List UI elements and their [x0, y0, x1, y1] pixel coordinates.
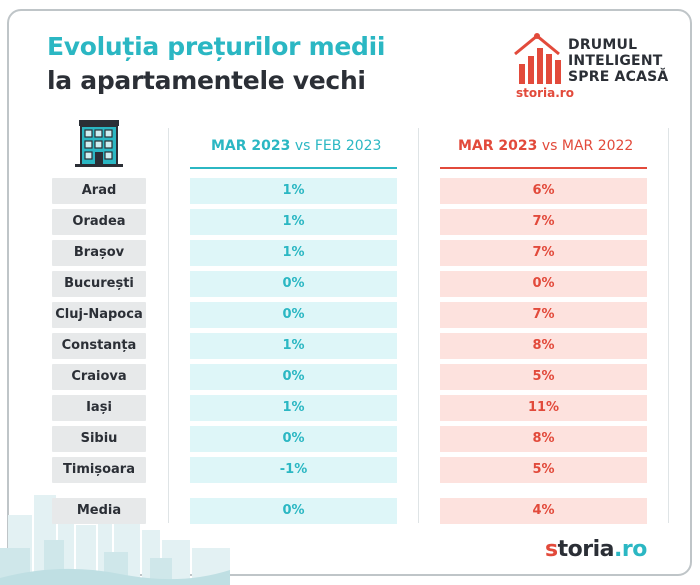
- city-label: București: [52, 271, 146, 297]
- value-mom: 0%: [190, 271, 397, 297]
- media-label: Media: [52, 498, 146, 524]
- table-row: Constanța 1% 8%: [0, 333, 700, 359]
- value-yoy: 5%: [440, 364, 647, 390]
- city-label: Craiova: [52, 364, 146, 390]
- value-mom: 0%: [190, 364, 397, 390]
- city-label: Brașov: [52, 240, 146, 266]
- table-row: Sibiu 0% 8%: [0, 426, 700, 452]
- city-skyline-illustration: [0, 495, 230, 585]
- city-label: Sibiu: [52, 426, 146, 452]
- table-row: Brașov 1% 7%: [0, 240, 700, 266]
- value-yoy: 8%: [440, 426, 647, 452]
- column-rule-mom: [190, 167, 397, 169]
- table-row: Iași 1% 11%: [0, 395, 700, 421]
- logo-tagline: DRUMUL INTELIGENT SPRE ACASĂ: [568, 37, 669, 85]
- column-header-mom: MAR 2023 vs FEB 2023: [211, 138, 382, 154]
- media-value-yoy: 4%: [440, 498, 647, 524]
- city-label: Iași: [52, 395, 146, 421]
- table-row: Oradea 1% 7%: [0, 209, 700, 235]
- table-row: Arad 1% 6%: [0, 178, 700, 204]
- logo-brand-small: storia.ro: [516, 86, 574, 100]
- title-line-1: Evoluția prețurilor medii: [47, 32, 386, 61]
- title-line-2: la apartamentele vechi: [47, 66, 366, 95]
- value-mom: 0%: [190, 426, 397, 452]
- separator-2: [418, 128, 419, 523]
- value-mom: 1%: [190, 395, 397, 421]
- media-row: Media 0% 4%: [0, 498, 700, 524]
- column-header-yoy: MAR 2023 vs MAR 2022: [458, 138, 634, 154]
- value-yoy: 0%: [440, 271, 647, 297]
- value-mom: -1%: [190, 457, 397, 483]
- city-label: Arad: [52, 178, 146, 204]
- table-row: Craiova 0% 5%: [0, 364, 700, 390]
- separator-1: [168, 128, 169, 523]
- value-mom: 1%: [190, 240, 397, 266]
- value-mom: 0%: [190, 302, 397, 328]
- value-yoy: 7%: [440, 240, 647, 266]
- city-label: Constanța: [52, 333, 146, 359]
- city-label: Timișoara: [52, 457, 146, 483]
- house-chart-icon: [514, 33, 561, 84]
- footer-brand-logo: storia.ro: [545, 537, 647, 562]
- city-label: Oradea: [52, 209, 146, 235]
- value-yoy: 11%: [440, 395, 647, 421]
- building-icon: [75, 120, 123, 167]
- value-mom: 1%: [190, 178, 397, 204]
- table-row: Timișoara -1% 5%: [0, 457, 700, 483]
- value-yoy: 8%: [440, 333, 647, 359]
- table-row: București 0% 0%: [0, 271, 700, 297]
- value-mom: 1%: [190, 209, 397, 235]
- value-mom: 1%: [190, 333, 397, 359]
- table-row: Cluj-Napoca 0% 7%: [0, 302, 700, 328]
- value-yoy: 5%: [440, 457, 647, 483]
- separator-3: [668, 128, 669, 523]
- value-yoy: 6%: [440, 178, 647, 204]
- city-label: Cluj-Napoca: [52, 302, 146, 328]
- value-yoy: 7%: [440, 302, 647, 328]
- media-value-mom: 0%: [190, 498, 397, 524]
- column-rule-yoy: [440, 167, 647, 169]
- value-yoy: 7%: [440, 209, 647, 235]
